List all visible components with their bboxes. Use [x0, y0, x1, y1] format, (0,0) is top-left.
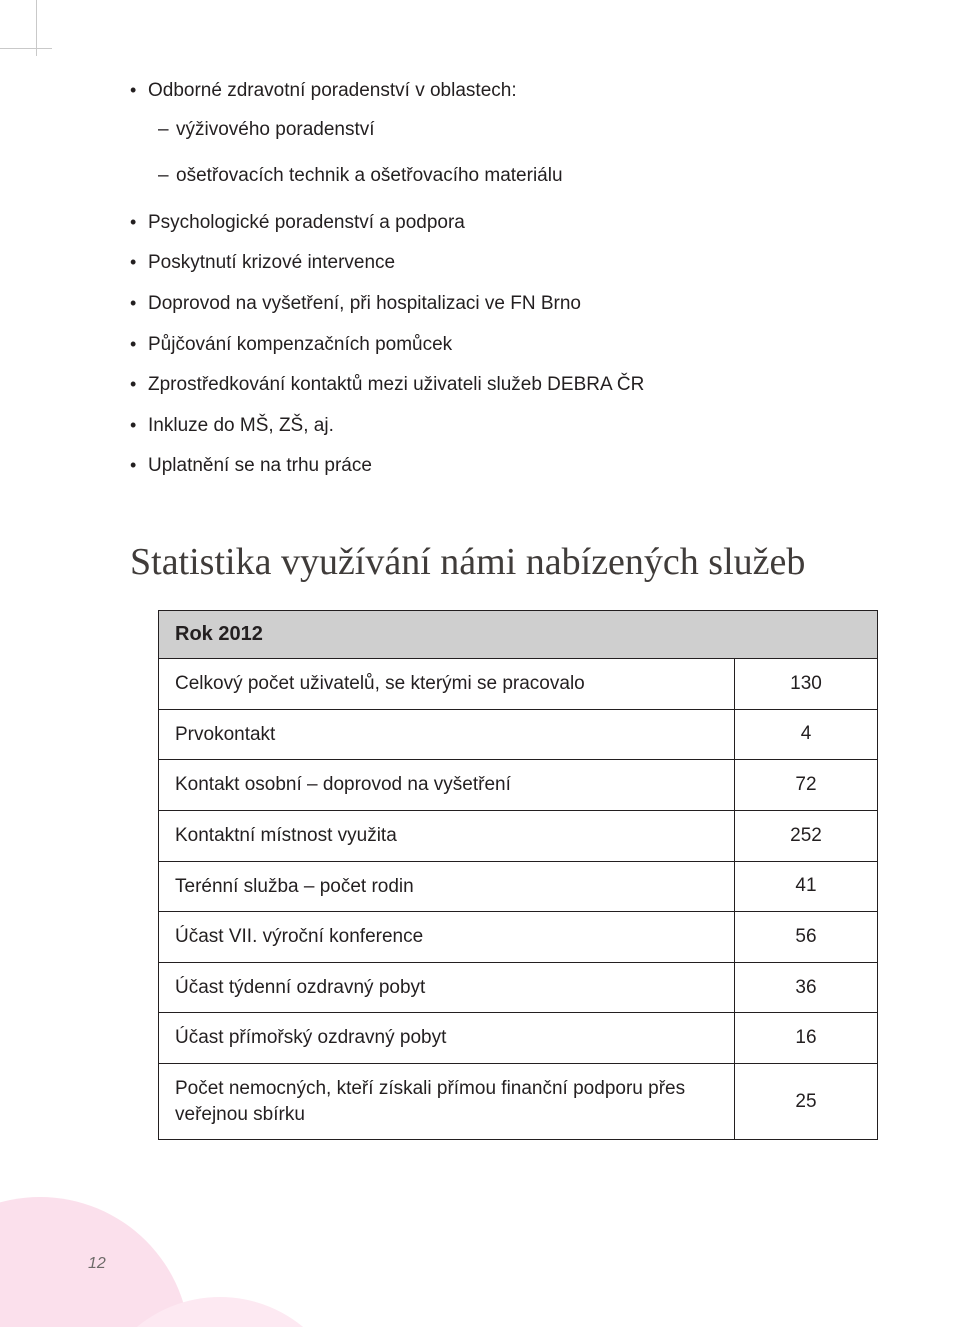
list-item-text: Půjčování kompenzačních pomůcek: [130, 334, 452, 355]
table-cell-value: 41: [735, 861, 878, 912]
table-row: Účast VII. výroční konference 56: [159, 912, 878, 963]
list-item-text: Poskytnutí krizové intervence: [130, 252, 395, 273]
table-row: Celkový počet uživatelů, se kterými se p…: [159, 658, 878, 709]
table-cell-label: Počet nemocných, kteří získali přímou fi…: [159, 1064, 735, 1140]
table-row: Kontaktní místnost využita 252: [159, 810, 878, 861]
table-cell-value: 4: [735, 709, 878, 760]
stats-table: Rok 2012 Celkový počet uživatelů, se kte…: [158, 610, 878, 1140]
list-item: výživového poradenství: [158, 117, 850, 144]
table-cell-label: Účast přímořský ozdravný pobyt: [159, 1013, 735, 1064]
table-cell-value: 130: [735, 658, 878, 709]
list-item: Poskytnutí krizové intervence: [130, 250, 850, 277]
table-header-row: Rok 2012: [159, 610, 878, 658]
list-item: ošetřovacích technik a ošetřovacího mate…: [158, 163, 850, 190]
list-item-text: Doprovod na vyšetření, při hospitalizaci…: [130, 293, 581, 314]
table-row: Počet nemocných, kteří získali přímou fi…: [159, 1064, 878, 1140]
list-item-text: výživového poradenství: [158, 119, 375, 140]
list-item-text: Odborné zdravotní poradenství v oblastec…: [130, 80, 517, 101]
page-number: 12: [88, 1255, 106, 1273]
list-item: Půjčování kompenzačních pomůcek: [130, 332, 850, 359]
list-item: Odborné zdravotní poradenství v oblastec…: [130, 78, 850, 190]
page: Odborné zdravotní poradenství v oblastec…: [0, 0, 960, 1327]
section-heading: Statistika využívání námi nabízených slu…: [130, 540, 850, 584]
content-area: Odborné zdravotní poradenství v oblastec…: [0, 0, 960, 1140]
list-item: Uplatnění se na trhu práce: [130, 453, 850, 480]
table-row: Prvokontakt 4: [159, 709, 878, 760]
list-item: Inkluze do MŠ, ZŠ, aj.: [130, 413, 850, 440]
sub-list: výživového poradenství ošetřovacích tech…: [130, 117, 850, 190]
table-cell-value: 56: [735, 912, 878, 963]
table-row: Účast přímořský ozdravný pobyt 16: [159, 1013, 878, 1064]
list-item-text: Uplatnění se na trhu práce: [130, 455, 372, 476]
table-year-header: Rok 2012: [159, 610, 878, 658]
list-item: Doprovod na vyšetření, při hospitalizaci…: [130, 291, 850, 318]
table-cell-value: 72: [735, 760, 878, 811]
bullet-list: Odborné zdravotní poradenství v oblastec…: [130, 78, 850, 480]
table-row: Kontakt osobní – doprovod na vyšetření 7…: [159, 760, 878, 811]
table-cell-label: Kontaktní místnost využita: [159, 810, 735, 861]
table-cell-label: Celkový počet uživatelů, se kterými se p…: [159, 658, 735, 709]
list-item: Psychologické poradenství a podpora: [130, 210, 850, 237]
table-cell-label: Kontakt osobní – doprovod na vyšetření: [159, 760, 735, 811]
list-item: Zprostředkování kontaktů mezi uživateli …: [130, 372, 850, 399]
table-cell-label: Terénní služba – počet rodin: [159, 861, 735, 912]
table-cell-value: 252: [735, 810, 878, 861]
table-cell-value: 16: [735, 1013, 878, 1064]
list-item-text: ošetřovacích technik a ošetřovacího mate…: [158, 165, 563, 186]
table-cell-value: 25: [735, 1064, 878, 1140]
table-cell-value: 36: [735, 962, 878, 1013]
list-item-text: Psychologické poradenství a podpora: [130, 212, 465, 233]
table-cell-label: Účast týdenní ozdravný pobyt: [159, 962, 735, 1013]
table-row: Terénní služba – počet rodin 41: [159, 861, 878, 912]
table-cell-label: Prvokontakt: [159, 709, 735, 760]
table-cell-label: Účast VII. výroční konference: [159, 912, 735, 963]
list-item-text: Inkluze do MŠ, ZŠ, aj.: [130, 415, 334, 436]
list-item-text: Zprostředkování kontaktů mezi uživateli …: [130, 374, 644, 395]
table-row: Účast týdenní ozdravný pobyt 36: [159, 962, 878, 1013]
